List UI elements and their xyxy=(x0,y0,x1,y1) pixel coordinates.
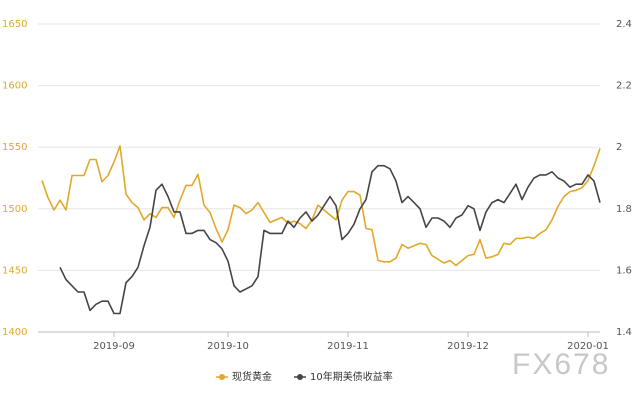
y2-tick-label: 1.8 xyxy=(616,204,632,215)
legend-marker xyxy=(297,374,303,380)
watermark: FX678 xyxy=(512,348,610,381)
x-tick-label: 2019-10 xyxy=(207,341,249,352)
y2-tick-label: 1.6 xyxy=(616,265,632,276)
x-tick-label: 2020-01 xyxy=(567,341,609,352)
legend-marker xyxy=(219,374,225,380)
y2-tick-label: 2.4 xyxy=(616,19,632,30)
series-line xyxy=(41,145,601,267)
y-tick-label: 1450 xyxy=(2,265,27,276)
x-tick-label: 2019-12 xyxy=(447,341,489,352)
legend-label: 现货黄金 xyxy=(232,370,272,383)
y-tick-label: 1500 xyxy=(2,204,27,215)
y-tick-label: 1550 xyxy=(2,142,27,153)
y-tick-label: 1600 xyxy=(2,81,27,92)
x-tick-label: 2019-11 xyxy=(327,341,369,352)
y-tick-label: 1650 xyxy=(2,19,27,30)
y2-tick-label: 2.2 xyxy=(616,81,632,92)
y2-tick-label: 2 xyxy=(616,142,622,153)
series-line xyxy=(59,164,601,315)
legend-label: 10年期美债收益率 xyxy=(310,370,393,383)
y-tick-label: 1400 xyxy=(2,327,27,338)
y2-tick-label: 1.4 xyxy=(616,327,632,338)
x-tick-label: 2019-09 xyxy=(93,341,135,352)
